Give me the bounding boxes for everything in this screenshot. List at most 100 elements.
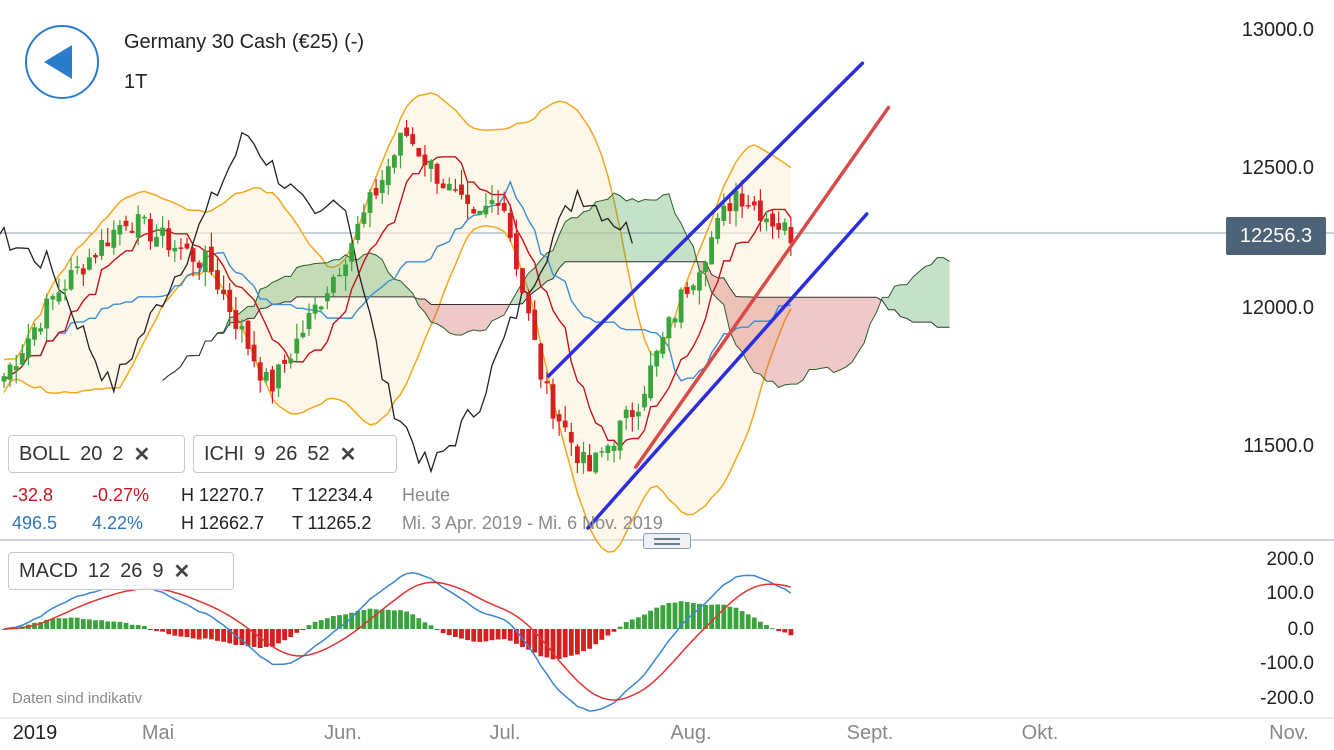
candle-body — [605, 445, 611, 454]
candle-body — [709, 237, 714, 265]
macd-histogram-bar — [80, 619, 86, 629]
ichimoku-cloud-segment — [803, 297, 810, 380]
macd-histogram-bar — [581, 629, 586, 652]
macd-histogram-bar — [398, 610, 403, 629]
candle-body — [556, 414, 562, 422]
ichimoku-cloud-segment — [931, 257, 938, 328]
bollinger-band-fill — [4, 92, 791, 552]
macd-histogram-bar — [410, 614, 416, 629]
macd-histogram-bar — [123, 622, 129, 629]
ichimoku-cloud-segment — [620, 195, 627, 262]
macd-histogram-bar — [672, 602, 678, 629]
candle-body — [312, 304, 318, 314]
candle-body — [404, 127, 409, 136]
ichimoku-cloud-segment — [858, 297, 865, 353]
candle-body — [1, 376, 7, 382]
ichi-indicator-chip[interactable]: ICHI 9 26 52 ✕ — [193, 435, 397, 473]
pane-resize-handle[interactable] — [643, 533, 691, 549]
macd-histogram-bar — [642, 614, 647, 629]
macd-histogram-bar — [160, 629, 165, 632]
ichimoku-cloud-segment — [437, 304, 444, 328]
candle-body — [184, 243, 190, 249]
macd-histogram-bar — [568, 629, 574, 656]
macd-histogram-bar — [196, 629, 202, 640]
ichimoku-cloud-segment — [656, 195, 663, 262]
candle-body — [160, 227, 165, 236]
close-icon[interactable]: ✕ — [339, 443, 357, 466]
candle-body — [495, 203, 501, 206]
close-icon[interactable]: ✕ — [173, 560, 191, 583]
candle-body — [721, 205, 727, 221]
macd-name: MACD — [19, 559, 78, 582]
candle-body — [483, 205, 489, 215]
ichimoku-cloud-segment — [601, 199, 608, 262]
candle-body — [306, 312, 312, 330]
candle-body — [227, 289, 233, 313]
disclaimer: Daten sind indikativ — [12, 690, 143, 707]
candle-body — [489, 200, 495, 205]
macd-histogram-bar — [324, 618, 330, 629]
macd-histogram-bar — [172, 629, 178, 636]
candle-body — [446, 183, 452, 191]
ichimoku-cloud-segment — [662, 193, 669, 262]
ichimoku-cloud-segment — [485, 304, 492, 330]
macd-histogram-bar — [99, 620, 104, 629]
candle-body — [751, 201, 757, 206]
back-button[interactable] — [25, 25, 99, 99]
macd-histogram-bar — [337, 615, 342, 629]
macd-histogram-bar — [623, 621, 629, 629]
macd-histogram-bar — [68, 617, 74, 629]
timeframe-label[interactable]: 1T — [124, 71, 148, 93]
candle-body — [7, 364, 13, 380]
macd-histogram-bar — [105, 621, 111, 629]
macd-histogram-bar — [202, 629, 208, 639]
price-tick: 11500.0 — [1243, 435, 1314, 457]
ichimoku-cloud-segment — [864, 297, 871, 343]
candle-body — [62, 288, 68, 291]
ichimoku-cloud-segment — [418, 299, 425, 313]
macd-histogram-bar — [154, 629, 159, 631]
ichimoku-cloud-segment — [919, 266, 926, 323]
ichimoku-cloud-segment — [492, 304, 499, 321]
ichimoku-cloud-segment — [888, 286, 895, 310]
macd-histogram-bar — [373, 609, 379, 629]
ichimoku-cloud-segment — [278, 276, 285, 305]
macd-indicator-chip[interactable]: MACD 12 26 9 ✕ — [8, 552, 234, 590]
macd-histogram-bar — [62, 618, 68, 629]
candle-body — [666, 317, 672, 339]
ichimoku-cloud-segment — [827, 297, 834, 373]
back-arrow-icon — [44, 45, 72, 79]
year-label: 2019 — [12, 722, 58, 744]
channel-lower-line — [586, 212, 869, 530]
trend-support-line — [634, 105, 891, 469]
ichimoku-cloud-segment — [815, 297, 822, 370]
ichimoku-cloud-segment — [553, 235, 560, 279]
candle-body — [672, 318, 678, 323]
ichimoku-cloud-segment — [833, 297, 840, 373]
ichimoku-cloud-segment — [272, 279, 279, 305]
boll-indicator-chip[interactable]: BOLL 20 2 ✕ — [8, 435, 185, 473]
ichimoku-cloud-segment — [717, 277, 724, 305]
macd-histogram-bar — [575, 629, 580, 655]
macd-histogram-bar — [148, 629, 153, 630]
channel-upper-line — [546, 61, 865, 378]
macd-histogram-bar — [550, 629, 556, 660]
candle-body — [703, 261, 708, 272]
ichimoku-cloud-segment — [937, 257, 944, 328]
ichimoku-cloud-segment — [571, 217, 578, 262]
month-label: Sept. — [846, 722, 894, 744]
ichimoku-cloud-segment — [388, 272, 395, 297]
ichimoku-cloud-segment — [760, 297, 767, 382]
month-label: Jul. — [489, 722, 521, 744]
ichimoku-cloud-segment — [528, 267, 535, 297]
candle-body — [636, 411, 641, 417]
macd-tick: -200.0 — [1260, 688, 1314, 709]
macd-tick: -100.0 — [1260, 653, 1314, 674]
macd-histogram-bar — [239, 629, 245, 646]
close-icon[interactable]: ✕ — [133, 443, 151, 466]
candle-body — [544, 381, 550, 384]
macd-signal: 9 — [152, 559, 164, 582]
macd-histogram-bar — [556, 629, 562, 659]
macd-histogram-bar — [709, 604, 714, 629]
